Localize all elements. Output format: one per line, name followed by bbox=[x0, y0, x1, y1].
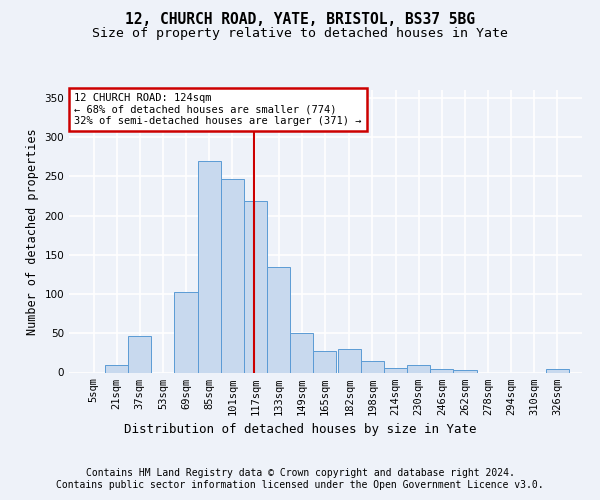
Bar bbox=[361, 360, 384, 372]
Bar bbox=[454, 370, 476, 372]
Text: Contains HM Land Registry data © Crown copyright and database right 2024.: Contains HM Land Registry data © Crown c… bbox=[86, 468, 514, 477]
Y-axis label: Number of detached properties: Number of detached properties bbox=[26, 128, 39, 334]
Bar bbox=[244, 200, 267, 372]
Bar bbox=[105, 366, 128, 372]
Bar bbox=[290, 334, 313, 372]
Bar bbox=[128, 336, 151, 372]
Bar bbox=[267, 266, 290, 372]
Bar bbox=[221, 180, 244, 372]
Text: 12 CHURCH ROAD: 124sqm
← 68% of detached houses are smaller (774)
32% of semi-de: 12 CHURCH ROAD: 124sqm ← 68% of detached… bbox=[74, 93, 362, 126]
Text: Distribution of detached houses by size in Yate: Distribution of detached houses by size … bbox=[124, 422, 476, 436]
Text: Contains public sector information licensed under the Open Government Licence v3: Contains public sector information licen… bbox=[56, 480, 544, 490]
Text: 12, CHURCH ROAD, YATE, BRISTOL, BS37 5BG: 12, CHURCH ROAD, YATE, BRISTOL, BS37 5BG bbox=[125, 12, 475, 28]
Bar bbox=[384, 368, 407, 372]
Bar bbox=[313, 350, 337, 372]
Bar bbox=[546, 370, 569, 372]
Bar bbox=[175, 292, 197, 372]
Bar bbox=[338, 349, 361, 372]
Text: Size of property relative to detached houses in Yate: Size of property relative to detached ho… bbox=[92, 28, 508, 40]
Bar bbox=[407, 366, 430, 372]
Bar bbox=[197, 160, 221, 372]
Bar bbox=[430, 368, 454, 372]
